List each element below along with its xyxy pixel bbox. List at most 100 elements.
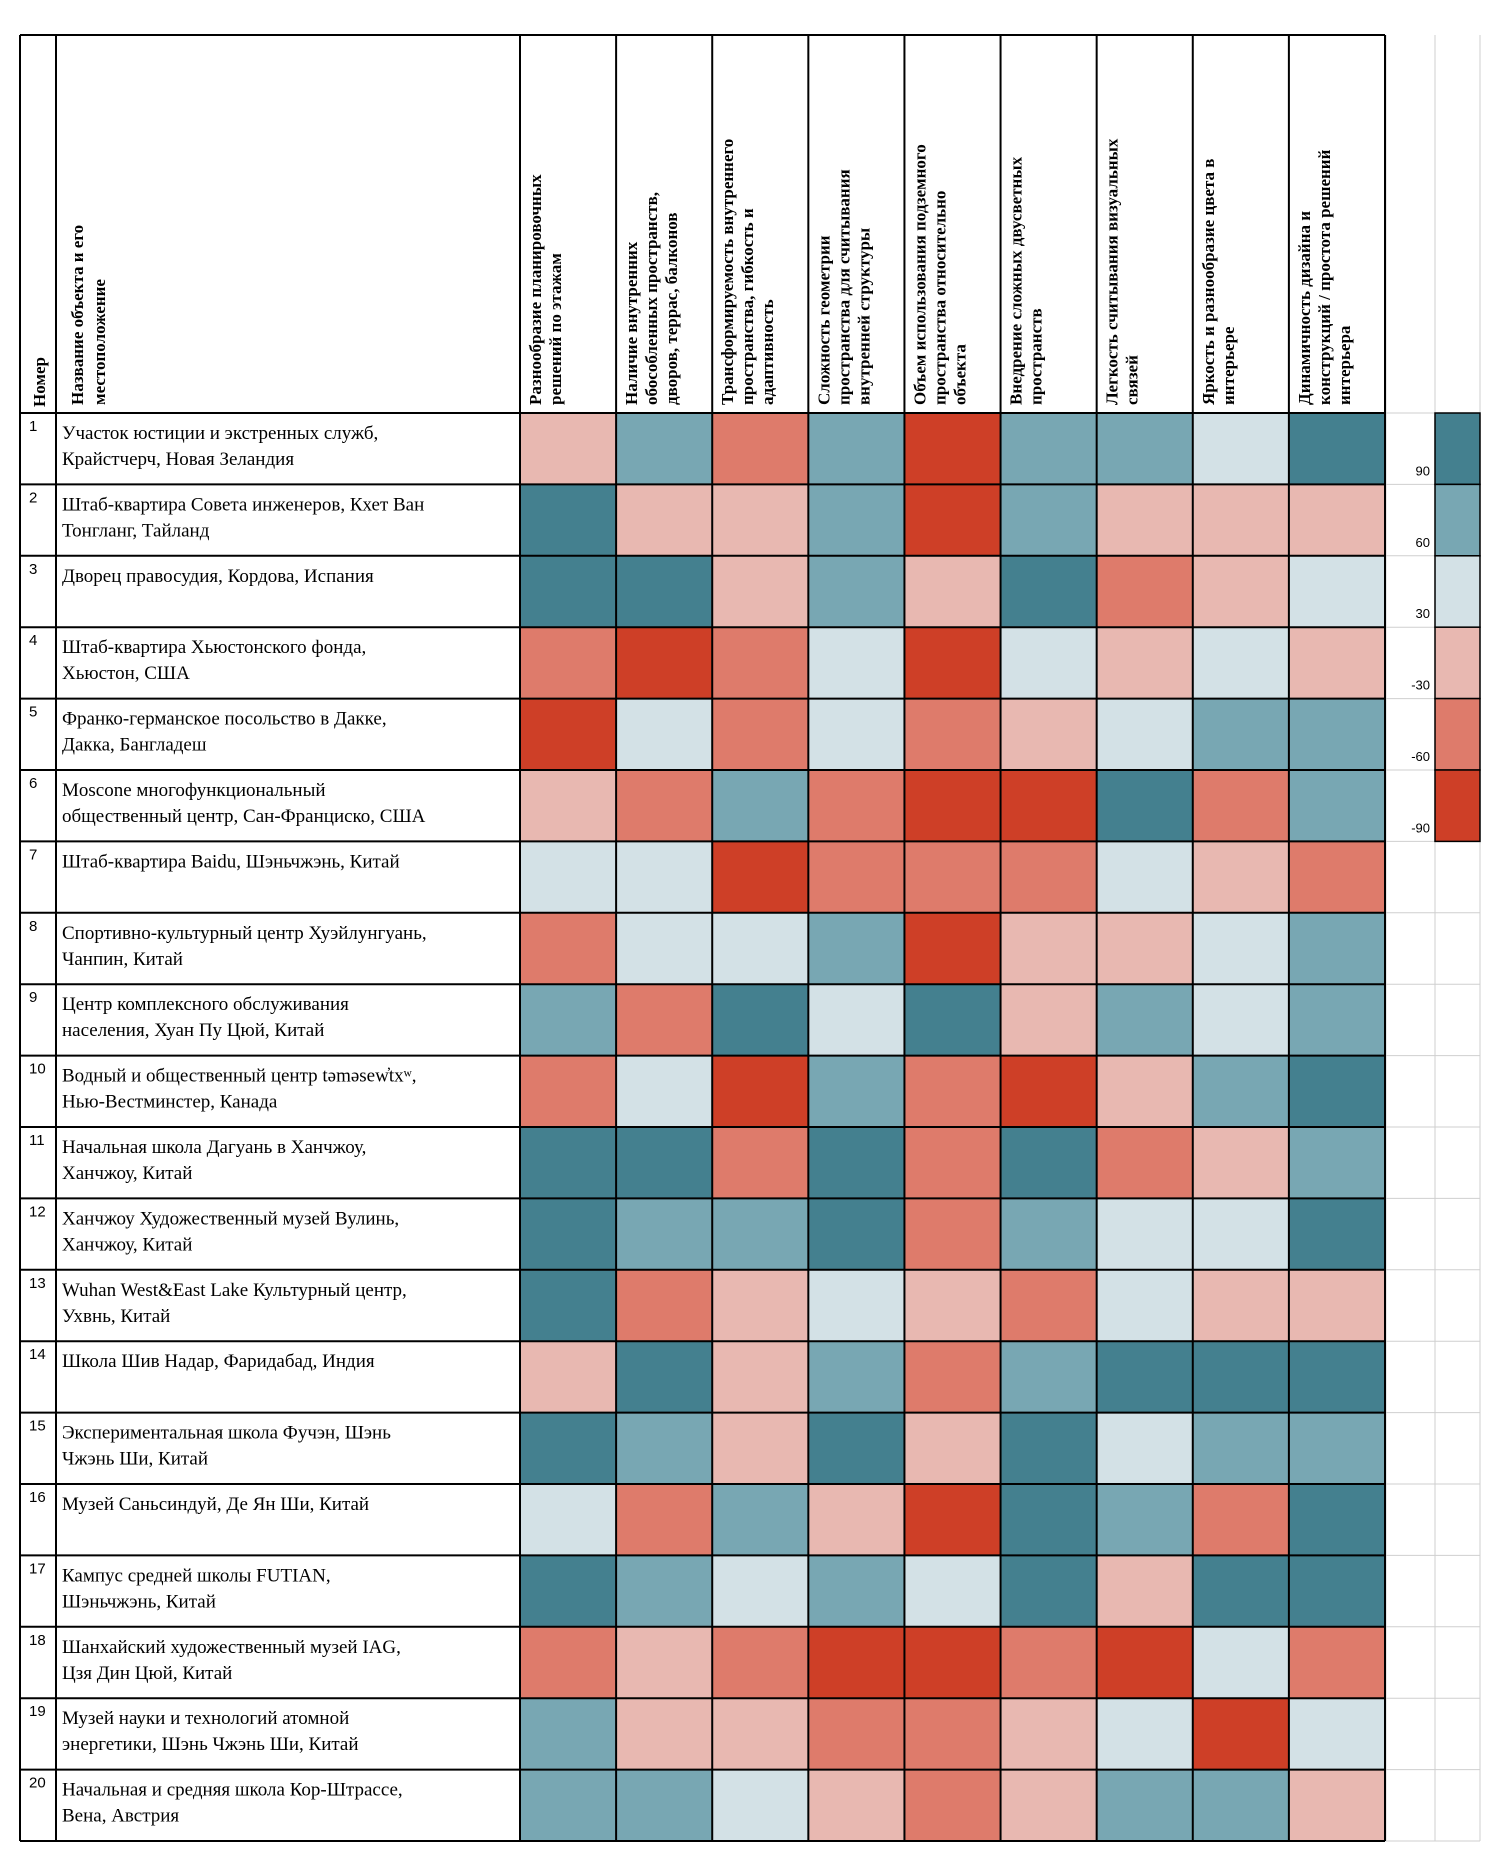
heatmap-cell	[1000, 1127, 1097, 1199]
heatmap-cell	[1000, 984, 1097, 1056]
criterion-header: Внедрение сложных двусветных	[1007, 156, 1026, 405]
heatmap-cell	[808, 555, 905, 628]
heatmap-cell	[1000, 1555, 1097, 1627]
row-number: 2	[29, 489, 37, 506]
row-name: Участок юстиции и экстренных служб,	[62, 423, 378, 444]
row-number: 4	[29, 632, 37, 649]
heatmap-cell	[904, 1055, 1001, 1127]
heatmap-cell	[520, 984, 617, 1056]
criterion-header: Легкость считывания визуальных	[1103, 138, 1122, 405]
heatmap-cell	[520, 555, 617, 628]
row-number: 8	[29, 918, 37, 935]
heatmap-cell	[1192, 1055, 1289, 1127]
row-name: Франко-германское посольство в Дакке,	[62, 709, 387, 730]
heatmap-cell	[808, 1769, 905, 1841]
heatmap-cell	[712, 1484, 809, 1556]
heatmap-cell	[1288, 555, 1385, 628]
heatmap-cell	[1192, 1269, 1289, 1342]
heatmap-cell	[616, 912, 713, 985]
heatmap-cell	[520, 912, 617, 985]
heatmap-cell	[520, 1055, 617, 1127]
legend-label: 30	[1416, 606, 1430, 621]
heatmap-cell	[1288, 1412, 1385, 1484]
heatmap-cell	[1096, 770, 1193, 842]
heatmap-cell	[1192, 841, 1289, 913]
row-name: Нью-Вестминстер, Канада	[62, 1092, 278, 1113]
row-name: Moscone многофункциональный	[62, 780, 326, 801]
heatmap-cell	[1192, 1555, 1289, 1627]
heatmap-cell	[1096, 698, 1193, 770]
row-name: Дворец правосудия, Кордова, Испания	[62, 566, 374, 587]
heatmap-cell	[904, 1127, 1001, 1199]
heatmap-cell	[904, 627, 1001, 699]
heatmap-cell	[616, 1555, 713, 1627]
row-number: 3	[29, 561, 37, 578]
row-name: Хьюстон, США	[62, 663, 190, 684]
heatmap-cell	[808, 1127, 905, 1199]
heatmap-cell	[1288, 1698, 1385, 1770]
row-name: Спортивно-культурный центр Хуэйлунгуань,	[62, 923, 427, 944]
heatmap-cell	[904, 698, 1001, 770]
criterion-header: Наличие внутренних	[622, 241, 641, 405]
heatmap-cell	[616, 984, 713, 1056]
row-name: Водный и общественный центр təməsew̓txʷ,	[62, 1066, 417, 1087]
heatmap-cell	[904, 1626, 1001, 1699]
heatmap-cell	[1000, 484, 1097, 556]
row-name: Ухвнь, Китай	[62, 1306, 170, 1327]
criterion-header: объекта	[950, 344, 969, 405]
heatmap-cell	[616, 1198, 713, 1270]
heatmap-cell	[808, 770, 905, 842]
legend-label: -60	[1411, 749, 1430, 764]
criterion-header: Яркость и разнообразие цвета в	[1199, 159, 1218, 405]
heatmap-cell	[1000, 413, 1097, 485]
heatmap-cell	[1192, 1698, 1289, 1770]
heatmap-cell	[1288, 1341, 1385, 1413]
heatmap-cell	[1288, 1055, 1385, 1127]
legend-swatch	[1434, 626, 1481, 700]
heatmap-cell	[1000, 698, 1097, 770]
heatmap-cell	[1288, 984, 1385, 1056]
heatmap-cell	[1192, 984, 1289, 1056]
heatmap-cell	[904, 770, 1001, 842]
heatmap-cell	[904, 1769, 1001, 1841]
heatmap-cell	[1000, 1341, 1097, 1413]
heatmap-cell	[1096, 912, 1193, 985]
heatmap-cell	[712, 698, 809, 770]
heatmap-cell	[712, 1698, 809, 1770]
heatmap-cell	[808, 1412, 905, 1484]
heatmap-cell	[808, 413, 905, 485]
row-name: Чжэнь Ши, Китай	[62, 1449, 208, 1470]
row-name: Штаб-квартира Совета инженеров, Кхет Ван	[62, 494, 424, 515]
heatmap-cell	[1288, 1555, 1385, 1627]
legend-label: 60	[1416, 535, 1430, 550]
heatmap-cell	[616, 1269, 713, 1342]
heatmap-cell	[808, 1341, 905, 1413]
heatmap-cell	[904, 1555, 1001, 1627]
heatmap-cell	[1096, 1269, 1193, 1342]
row-number: 20	[29, 1775, 46, 1792]
heatmap-cell	[1192, 912, 1289, 985]
heatmap-cell	[520, 1127, 617, 1199]
row-name: Чанпин, Китай	[62, 949, 183, 970]
heatmap-cell	[1288, 1269, 1385, 1342]
criterion-header: Разнообразие планировочных	[526, 174, 545, 405]
heatmap-cell	[712, 770, 809, 842]
heatmap-cell	[1096, 627, 1193, 699]
heatmap-cell	[616, 1055, 713, 1127]
heatmap-cell	[616, 1626, 713, 1699]
heatmap-cell	[1000, 1769, 1097, 1841]
row-number: 17	[29, 1560, 46, 1577]
criterion-header: пространства относительно	[930, 191, 949, 405]
heatmap-cell	[1192, 1412, 1289, 1484]
heatmap-cell	[1192, 698, 1289, 770]
criterion-header: Динамичность дизайна и	[1295, 211, 1314, 405]
heatmap-cell	[904, 841, 1001, 913]
heatmap-cell	[712, 984, 809, 1056]
heatmap-cell	[1000, 912, 1097, 985]
heatmap-cell	[520, 1769, 617, 1841]
legend-label: 90	[1416, 463, 1430, 478]
heatmap-cell	[1288, 841, 1385, 913]
row-name: Кампус средней школы FUTIAN,	[62, 1565, 331, 1586]
heatmap-cell	[1288, 912, 1385, 985]
